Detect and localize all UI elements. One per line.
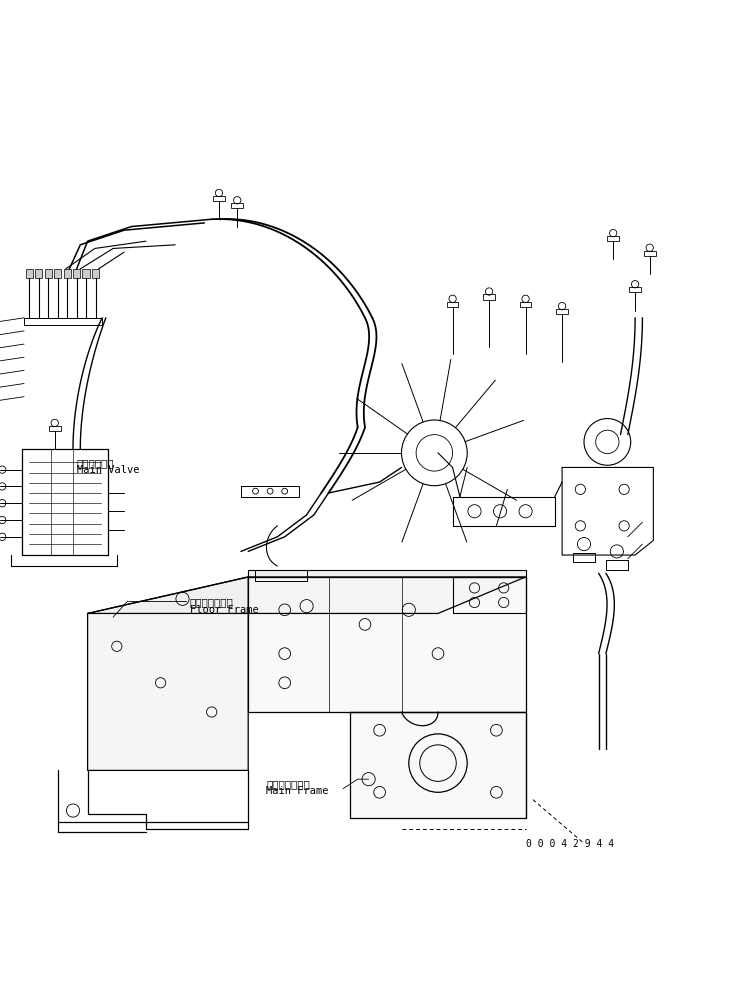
Bar xyxy=(607,236,619,242)
Polygon shape xyxy=(350,712,526,817)
Bar xyxy=(73,269,80,278)
Bar xyxy=(92,269,99,278)
Bar xyxy=(231,203,243,208)
Bar xyxy=(606,560,628,570)
Bar xyxy=(644,250,656,255)
Polygon shape xyxy=(88,577,526,613)
Bar xyxy=(213,196,225,201)
Bar xyxy=(447,302,458,307)
Bar xyxy=(49,426,61,431)
Bar xyxy=(35,269,42,278)
Bar xyxy=(573,553,595,562)
Text: Main Valve: Main Valve xyxy=(77,465,139,475)
Bar xyxy=(556,309,568,315)
Bar xyxy=(520,302,531,307)
Bar xyxy=(629,287,641,292)
Polygon shape xyxy=(248,577,526,712)
Bar xyxy=(54,269,61,278)
Text: Floor Frame: Floor Frame xyxy=(190,604,258,614)
Text: Main Frame: Main Frame xyxy=(266,787,329,797)
Polygon shape xyxy=(248,570,526,577)
Bar xyxy=(26,269,33,278)
Bar xyxy=(64,269,71,278)
Bar xyxy=(82,269,90,278)
Text: メインバルブ: メインバルブ xyxy=(77,458,114,468)
Text: 0 0 0 4 2 9 4 4: 0 0 0 4 2 9 4 4 xyxy=(526,839,614,849)
Text: メインフレーム: メインフレーム xyxy=(266,779,310,789)
Text: フロアフレーム: フロアフレーム xyxy=(190,598,234,607)
Polygon shape xyxy=(88,577,248,770)
Bar xyxy=(45,269,52,278)
Bar xyxy=(483,295,495,300)
